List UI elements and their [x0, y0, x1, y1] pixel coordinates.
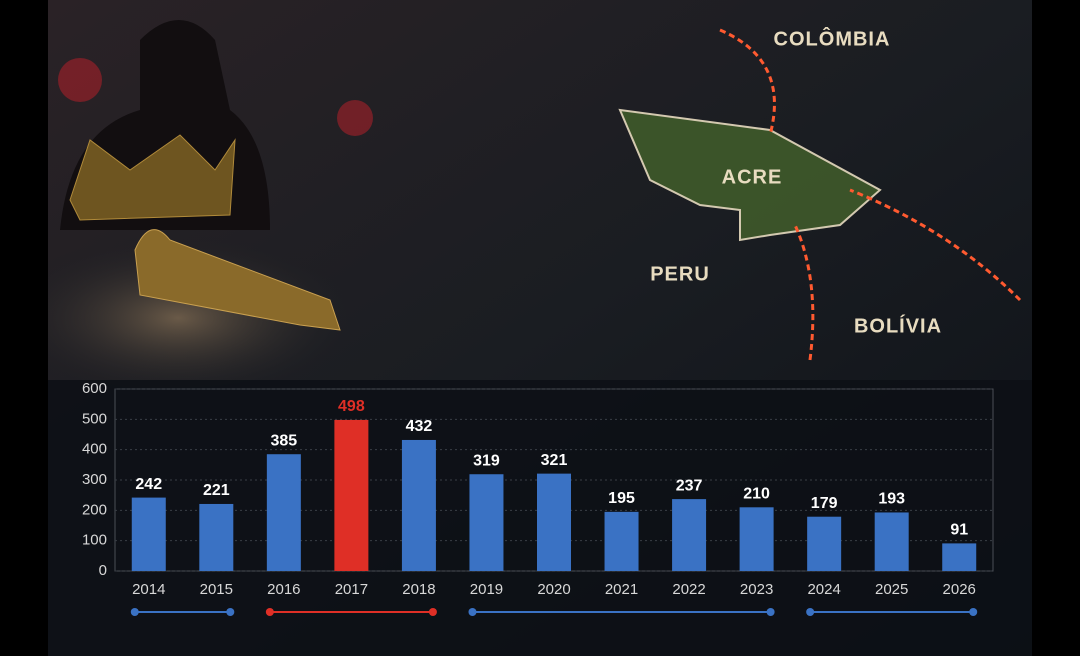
value-label: 195: [608, 490, 635, 507]
acre-region: [618, 108, 882, 242]
y-tick-label: 600: [82, 380, 107, 397]
x-tick-label: 2022: [672, 581, 705, 598]
siren-light: [58, 58, 102, 102]
period-dot: [766, 608, 775, 616]
period-dot: [265, 608, 274, 616]
period-dot: [226, 608, 235, 616]
bar: [672, 499, 707, 571]
route-arrow: [793, 224, 815, 361]
period-dot: [806, 608, 815, 616]
value-label: 432: [406, 418, 433, 435]
crown: [69, 134, 236, 221]
bar: [942, 543, 977, 571]
x-tick-label: 2015: [200, 581, 233, 598]
bar: [807, 516, 842, 571]
bar: [874, 512, 909, 571]
bar: [739, 507, 774, 571]
chart: 0 100 200 300 400 500 600 2014 242 2015 221 2016 385…: [82, 380, 993, 616]
x-tick-label: 2014: [132, 581, 165, 598]
value-label: 91: [950, 522, 968, 539]
period-dot: [468, 608, 477, 616]
value-label: 179: [811, 495, 838, 512]
value-label: 193: [878, 491, 905, 508]
period-dot: [428, 608, 437, 616]
bar: [537, 473, 571, 571]
map-label: BOLÍVIA: [854, 314, 942, 337]
route-arrow: [719, 28, 776, 136]
bar: [131, 497, 166, 571]
period-dot: [130, 608, 139, 616]
x-tick-label: 2019: [470, 581, 503, 598]
x-tick-label: 2020: [537, 581, 570, 598]
y-tick-label: 400: [82, 441, 107, 458]
bar: [334, 419, 369, 571]
y-tick-label: 0: [99, 562, 107, 579]
bar: [604, 511, 639, 571]
x-tick-label: 2017: [335, 581, 368, 598]
map-label: COLÔMBIA: [774, 26, 891, 50]
y-tick-label: 300: [82, 471, 107, 488]
bar: [266, 454, 301, 571]
y-tick-label: 500: [82, 410, 107, 427]
y-tick-label: 200: [82, 501, 107, 518]
value-label: 385: [270, 432, 297, 449]
map-label: ACRE: [722, 166, 783, 188]
siren-light: [337, 100, 373, 136]
value-label: 242: [135, 476, 162, 493]
value-label: 321: [541, 452, 568, 469]
x-tick-label: 2016: [267, 581, 300, 598]
value-label: 210: [743, 486, 770, 503]
map-label: PERU: [650, 263, 710, 285]
bar: [199, 503, 234, 571]
value-label: 498: [338, 398, 365, 415]
bar: [401, 439, 436, 571]
x-tick-label: 2018: [402, 581, 435, 598]
x-tick-label: 2023: [740, 581, 773, 598]
value-label: 237: [676, 477, 703, 494]
value-label: 221: [203, 482, 230, 499]
fallen-king: [134, 229, 341, 331]
value-label: 319: [473, 452, 500, 469]
x-tick-label: 2021: [605, 581, 638, 598]
x-tick-label: 2024: [807, 581, 840, 598]
route-arrow: [849, 188, 1022, 302]
bar: [469, 474, 504, 571]
x-tick-label: 2025: [875, 581, 908, 598]
x-tick-label: 2026: [943, 581, 976, 598]
y-tick-label: 100: [82, 532, 107, 549]
period-dot: [969, 608, 978, 616]
